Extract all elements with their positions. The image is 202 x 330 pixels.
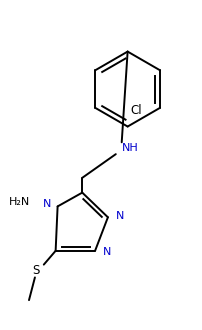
Text: S: S [32, 264, 40, 277]
Text: NH: NH [122, 143, 138, 153]
Text: N: N [116, 211, 124, 221]
Text: N: N [103, 247, 111, 257]
Text: N: N [43, 199, 52, 210]
Text: H₂N: H₂N [9, 197, 30, 208]
Text: Cl: Cl [130, 104, 142, 117]
